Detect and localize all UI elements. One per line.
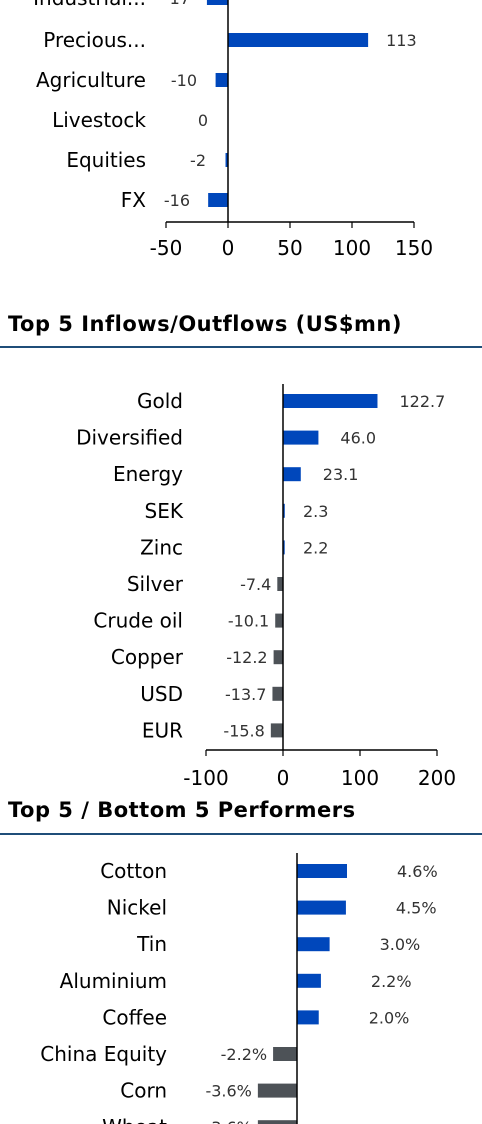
category-label-7: Wheat <box>102 1115 167 1124</box>
category-label-1: Precious... <box>43 28 146 52</box>
x-tick-label-3: 200 <box>418 766 456 790</box>
x-tick-label-2: 100 <box>341 766 379 790</box>
category-label-5: FX <box>121 188 147 212</box>
category-label-5: China Equity <box>40 1042 167 1066</box>
performers-rule <box>0 833 482 835</box>
category-label-1: Diversified <box>76 426 183 450</box>
bar-1 <box>283 430 319 445</box>
bar-7 <box>257 1120 297 1124</box>
value-label-0: -17 <box>164 0 190 8</box>
value-label-4: -2 <box>190 151 206 170</box>
category-label-4: Zinc <box>140 535 183 559</box>
category-label-2: Energy <box>113 462 183 486</box>
value-label-3: 2.2% <box>371 972 412 991</box>
category-label-3: SEK <box>145 499 184 523</box>
category-label-0: Gold <box>137 389 183 413</box>
inflows-outflows-chart: Gold 122.7 Diversified 46.0 Energy 23.1 SEK 2.3… <box>76 384 456 790</box>
category-label-5: Silver <box>127 572 184 596</box>
category-label-0: Cotton <box>100 859 167 883</box>
bar-0 <box>206 0 228 5</box>
bar-6 <box>257 1083 297 1098</box>
bar-4 <box>225 153 228 167</box>
value-label-3: 2.3 <box>303 502 328 521</box>
value-label-3: 0 <box>198 111 208 130</box>
bar-5 <box>277 577 283 591</box>
value-label-1: 46.0 <box>340 429 376 448</box>
category-label-8: USD <box>140 682 183 706</box>
category-label-2: Agriculture <box>36 68 146 92</box>
category-label-6: Corn <box>120 1079 167 1103</box>
x-tick-label-2: 50 <box>277 236 302 260</box>
value-label-8: -13.7 <box>225 685 266 704</box>
value-label-6: -10.1 <box>228 612 269 631</box>
x-tick-label-1: 0 <box>222 236 235 260</box>
category-label-3: Livestock <box>52 108 146 132</box>
sector-flows-panel: Industrial... -17 Precious... 113 Agricultur… <box>0 0 482 290</box>
value-label-1: 113 <box>386 31 417 50</box>
x-tick-label-0: -50 <box>150 236 183 260</box>
bar-7 <box>273 650 283 665</box>
value-label-2: 23.1 <box>323 465 359 484</box>
x-tick-label-1: 0 <box>277 766 290 790</box>
category-label-3: Aluminium <box>60 969 167 993</box>
category-label-1: Nickel <box>107 896 167 920</box>
category-label-7: Copper <box>111 645 184 669</box>
value-label-7: -3.6% <box>205 1118 251 1124</box>
value-label-4: 2.0% <box>369 1008 410 1027</box>
x-tick-label-3: 100 <box>333 236 371 260</box>
x-tick-label-4: 150 <box>395 236 433 260</box>
category-label-2: Tin <box>136 932 167 956</box>
category-label-0: Industrial... <box>33 0 146 10</box>
sector-flows-chart: Industrial... -17 Precious... 113 Agricultur… <box>33 0 433 260</box>
value-label-4: 2.2 <box>303 538 328 557</box>
value-label-2: 3.0% <box>380 935 421 954</box>
performers-title: Top 5 / Bottom 5 Performers <box>8 798 356 822</box>
bar-6 <box>275 613 283 628</box>
category-label-9: EUR <box>142 718 183 742</box>
category-label-6: Crude oil <box>93 609 183 633</box>
bar-2 <box>297 937 330 952</box>
bar-2 <box>215 73 228 87</box>
value-label-5: -2.2% <box>221 1045 267 1064</box>
value-label-7: -12.2 <box>226 648 267 667</box>
value-label-0: 4.6% <box>397 862 438 881</box>
bar-8 <box>272 686 283 701</box>
x-tick-label-0: -100 <box>183 766 228 790</box>
bar-5 <box>208 193 228 207</box>
bar-0 <box>283 394 378 408</box>
value-label-5: -7.4 <box>240 575 271 594</box>
category-label-4: Coffee <box>102 1005 167 1029</box>
bar-0 <box>297 864 347 878</box>
value-label-0: 122.7 <box>399 392 445 411</box>
bar-2 <box>283 467 301 482</box>
value-label-1: 4.5% <box>396 899 437 918</box>
value-label-6: -3.6% <box>205 1082 251 1101</box>
bar-4 <box>283 540 285 555</box>
bar-1 <box>228 33 369 47</box>
bar-5 <box>273 1047 297 1061</box>
inflows-outflows-rule <box>0 346 482 348</box>
bar-9 <box>270 723 283 738</box>
value-label-2: -10 <box>171 71 197 90</box>
value-label-5: -16 <box>164 191 190 210</box>
bar-3 <box>283 503 285 518</box>
bar-3 <box>297 973 321 988</box>
bar-1 <box>297 900 346 915</box>
inflows-outflows-title: Top 5 Inflows/Outflows (US$mn) <box>8 312 402 336</box>
bar-4 <box>297 1010 319 1025</box>
category-label-4: Equities <box>66 148 146 172</box>
value-label-9: -15.8 <box>223 721 264 740</box>
